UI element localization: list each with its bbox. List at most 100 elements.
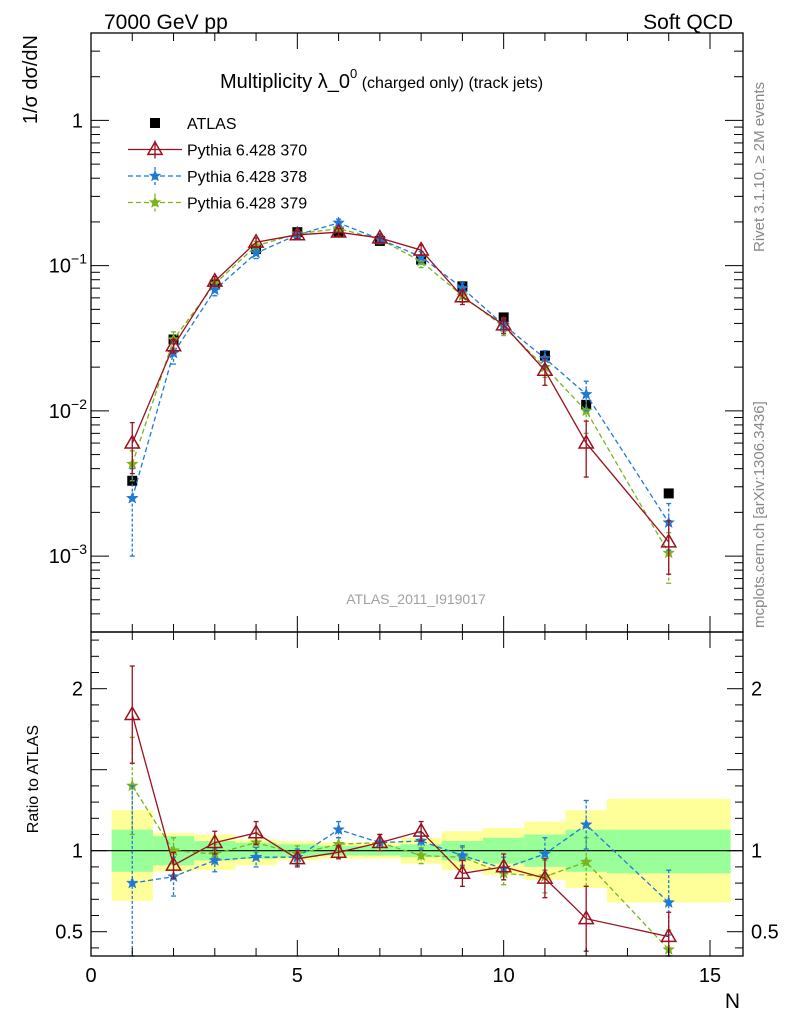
data-point-triangle	[123, 705, 141, 721]
data-point-triangle	[660, 927, 678, 943]
data-point-triangle	[536, 869, 554, 884]
x-tick-label: 10	[493, 965, 515, 987]
legend-entry: Pythia 6.428 379	[128, 193, 307, 213]
x-tick-label: 0	[85, 965, 96, 987]
data-point-triangle	[453, 287, 471, 303]
ratio-frame	[90, 631, 744, 957]
ratio-y-ticks: 0.5 0.5 1 1 2 2	[55, 639, 779, 949]
data-point-triangle	[330, 223, 348, 238]
series-pythia-6-428-378	[125, 216, 676, 557]
legend-entry: Pythia 6.428 370	[128, 140, 307, 160]
error-bar	[129, 665, 135, 764]
data-point-star	[538, 847, 552, 860]
data-point-star	[456, 848, 469, 861]
x-ticks: 0 5 10 15	[85, 33, 721, 987]
legend-label: Pythia 6.428 378	[187, 169, 307, 186]
error-bar	[583, 420, 589, 478]
analysis-watermark: ATLAS_2011_I919017	[346, 591, 486, 607]
y-tick-label-exponent: −1	[71, 251, 87, 267]
legend-label: ATLAS	[187, 116, 237, 133]
main-panel: 10−310−210−11	[49, 32, 744, 633]
y-tick-label: 10−3	[49, 541, 87, 568]
inner-band	[606, 829, 731, 874]
legend-entry: ATLAS	[150, 116, 237, 133]
mcplots-label: mcplots.cern.ch [arXiv:1306.3436]	[751, 401, 768, 628]
series-pythia-6-428-370	[123, 223, 678, 575]
data-point-star	[249, 246, 263, 259]
data-point-star	[148, 169, 162, 182]
y-tick-label-right: 0.5	[751, 922, 779, 944]
ratio-ylabel: Ratio to ATLAS	[25, 725, 42, 833]
y-tick-label: 10−1	[49, 251, 87, 278]
legend-label: Pythia 6.428 370	[187, 143, 307, 160]
title-suffix: (charged only) (track jets)	[357, 75, 543, 92]
data-point-triangle	[412, 241, 430, 256]
plot-title: Multiplicity λ_00 (charged only) (track …	[220, 66, 543, 93]
data-point-triangle	[247, 233, 265, 248]
header-category: Soft QCD	[643, 11, 733, 34]
y-tick-label: 10−2	[49, 396, 87, 423]
data-point-star	[148, 195, 162, 208]
data-point-star	[579, 818, 593, 831]
y-tick-label-exponent: −2	[71, 396, 87, 412]
data-point-star	[414, 848, 428, 861]
series-pythia-6-428-370	[123, 665, 678, 957]
main-ylabel: 1/σ dσ/dN	[20, 35, 42, 124]
y-tick-label-base: 10	[49, 401, 71, 423]
data-point-triangle	[247, 823, 265, 839]
data-point-star	[208, 853, 222, 866]
data-point-triangle	[123, 434, 141, 449]
data-point-star	[579, 387, 593, 400]
data-point-triangle	[577, 909, 595, 925]
data-point-triangle	[536, 361, 554, 377]
x-axis-label: N	[725, 990, 740, 1013]
data-point-star	[249, 850, 263, 863]
series-atlas	[127, 227, 674, 499]
data-point-star	[332, 822, 345, 836]
data-point-triangle	[495, 857, 513, 873]
x-tick-label: 15	[699, 965, 721, 987]
data-point-triangle	[371, 833, 389, 849]
y-tick-label-right: 2	[751, 679, 762, 701]
data-point-triangle	[412, 822, 430, 837]
data-point-triangle	[146, 140, 164, 156]
y-tick-label: 1	[72, 841, 83, 863]
data-point-star	[125, 491, 139, 504]
data-point-star	[579, 855, 593, 868]
y-tick-label: 1	[72, 110, 83, 132]
header-energy: 7000 GeV pp	[104, 11, 228, 34]
data-point-triangle	[288, 225, 306, 241]
data-point-triangle	[206, 833, 224, 849]
error-bar	[583, 380, 589, 412]
data-point-triangle	[165, 856, 182, 871]
error-bar	[583, 799, 589, 850]
legend: ATLAS Pythia 6.428 370 Pythia 6.428 378 Pyt…	[128, 116, 307, 213]
data-point-triangle	[660, 532, 678, 548]
data-point-triangle	[495, 316, 513, 331]
y-tick-label: 0.5	[55, 922, 83, 944]
data-point-triangle	[453, 864, 471, 880]
y-tick-label-base: 1	[72, 110, 83, 132]
legend-entry: Pythia 6.428 378	[128, 167, 307, 186]
data-point-triangle	[371, 228, 389, 244]
y-tick-label-base: 10	[49, 256, 71, 278]
y-tick-label-exponent: −3	[71, 541, 87, 557]
data-point-triangle	[330, 843, 348, 858]
data-point-square	[150, 118, 160, 128]
y-tick-label-base: 10	[49, 546, 71, 568]
x-tick-label: 5	[292, 965, 303, 987]
title-sup: 0	[350, 66, 357, 81]
data-point-triangle	[165, 336, 182, 352]
data-point-star	[662, 895, 676, 908]
rivet-label: Rivet 3.1.10, ≥ 2M events	[751, 82, 768, 252]
main-y-ticks: 10−310−210−11	[49, 32, 743, 633]
error-bar	[253, 846, 259, 868]
data-point-square	[663, 488, 674, 499]
data-point-triangle	[577, 434, 595, 449]
legend-label: Pythia 6.428 379	[187, 196, 307, 213]
y-tick-label: 2	[72, 679, 83, 701]
data-point-triangle	[206, 272, 224, 287]
error-bar	[542, 858, 548, 899]
data-point-star	[125, 876, 139, 889]
